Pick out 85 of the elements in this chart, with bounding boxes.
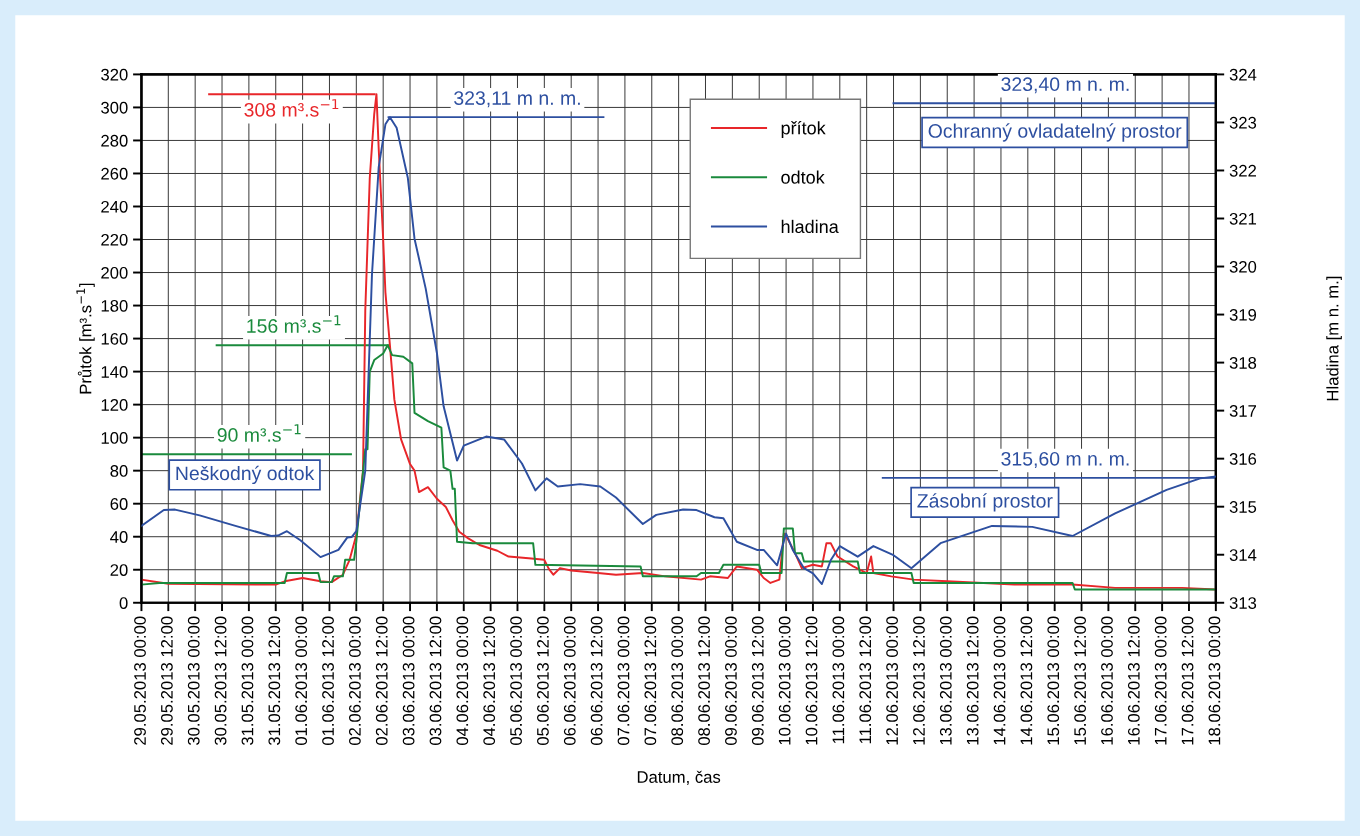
y2-tick-label: 318: [1229, 357, 1257, 369]
x-tick-label: 16.06.2013 12:00: [1127, 616, 1140, 745]
y2-tick-label: 323: [1229, 116, 1257, 129]
y2-tick-label: 313: [1229, 597, 1257, 609]
y-tick-label: 200: [101, 266, 128, 279]
x-tick-label: 13.06.2013 00:00: [939, 616, 952, 745]
annotation: Neškodný odtok: [176, 465, 315, 485]
legend-label: přítok: [781, 120, 826, 138]
y2-tick-label: 317: [1229, 405, 1257, 417]
x-tick-label: 18.06.2013 00:00: [1208, 616, 1221, 745]
ref-line-label: 90 m³.s$^{−1}$: [217, 424, 301, 442]
x-tick-label: 03.06.2013 12:00: [429, 616, 442, 746]
x-tick-label: 03.06.2013 00:00: [402, 616, 415, 746]
y-tick-label: 0: [119, 597, 128, 609]
y-tick-label: 180: [101, 299, 128, 312]
x-tick-label: 08.06.2013 00:00: [671, 616, 684, 746]
annotation: Zásobní prostor: [917, 493, 1053, 512]
ref-line-label: 315,60 m n. m.: [1001, 451, 1129, 468]
legend-label: hladina: [781, 219, 839, 234]
x-tick-label: 31.05.2013 12:00: [268, 616, 281, 746]
y-tick-label: 260: [101, 167, 128, 180]
x-tick-label: 15.06.2013 12:00: [1074, 616, 1087, 745]
x-tick-label: 02.06.2013 12:00: [375, 616, 388, 746]
x-tick-label: 06.06.2013 12:00: [590, 616, 603, 746]
y-tick-label: 240: [101, 200, 128, 213]
ref-line-label: 323,40 m n. m.: [1001, 77, 1129, 94]
x-tick-label: 04.06.2013 00:00: [456, 616, 469, 746]
y-tick-label: 300: [101, 101, 128, 114]
y2-axis-title: Hladina [m n. m.]: [1326, 276, 1342, 401]
y2-tick-label: 319: [1229, 308, 1257, 321]
x-tick-label: 12.06.2013 00:00: [886, 616, 898, 745]
legend-label: odtok: [781, 170, 825, 184]
y-tick-label: 160: [101, 332, 128, 345]
y2-tick-label: 322: [1229, 164, 1257, 177]
y-tick-label: 140: [101, 366, 128, 378]
x-tick-label: 29.05.2013 12:00: [160, 616, 173, 745]
x-tick-label: 17.06.2013 00:00: [1154, 616, 1167, 745]
x-tick-label: 07.06.2013 00:00: [617, 616, 630, 746]
x-tick-label: 02.06.2013 00:00: [348, 616, 361, 746]
x-tick-label: 06.06.2013 00:00: [563, 616, 576, 746]
x-tick-label: 14.06.2013 00:00: [993, 616, 1006, 745]
x-tick-label: 15.06.2013 00:00: [1047, 616, 1060, 745]
y2-tick-label: 324: [1229, 68, 1257, 81]
x-tick-label: 04.06.2013 12:00: [483, 616, 496, 746]
y-tick-label: 80: [110, 465, 128, 477]
x-tick-label: 08.06.2013 12:00: [698, 616, 710, 746]
y2-tick-label: 314: [1229, 549, 1257, 561]
x-tick-label: 11.06.2013 12:00: [859, 616, 872, 744]
x-axis-title: Datum, čas: [637, 770, 721, 785]
y2-tick-label: 320: [1229, 260, 1257, 273]
x-tick-label: 12.06.2013 12:00: [913, 616, 925, 745]
y2-tick-label: 315: [1229, 501, 1257, 513]
x-tick-label: 29.05.2013 00:00: [134, 616, 146, 745]
x-tick-label: 16.06.2013 00:00: [1101, 616, 1113, 745]
x-tick-label: 31.05.2013 00:00: [241, 616, 254, 746]
y-axis-title: Průtok [m³.s$^{−1}$]: [76, 283, 95, 394]
y2-tick-label: 316: [1229, 453, 1257, 465]
y-tick-label: 280: [101, 134, 128, 147]
x-tick-label: 11.06.2013 00:00: [832, 616, 845, 744]
x-tick-label: 14.06.2013 12:00: [1020, 616, 1033, 745]
y-tick-label: 320: [101, 68, 128, 81]
y-tick-label: 220: [101, 233, 128, 246]
x-tick-label: 01.06.2013 12:00: [322, 616, 334, 746]
x-tick-label: 05.06.2013 00:00: [510, 616, 522, 746]
x-tick-label: 09.06.2013 00:00: [725, 616, 737, 746]
ref-line-label: 156 m³.s$^{−1}$: [247, 315, 341, 333]
x-tick-label: 30.05.2013 00:00: [187, 616, 200, 746]
y-tick-label: 120: [101, 399, 128, 411]
annotation: Ochranný ovladatelný prostor: [928, 123, 1182, 142]
x-tick-label: 07.06.2013 12:00: [644, 616, 657, 746]
y2-tick-label: 321: [1229, 212, 1257, 225]
y-tick-label: 60: [110, 498, 128, 510]
x-tick-label: 30.05.2013 12:00: [214, 616, 227, 746]
x-tick-label: 13.06.2013 12:00: [966, 616, 979, 745]
y-tick-label: 100: [101, 432, 128, 444]
x-tick-label: 10.06.2013 00:00: [778, 616, 791, 745]
y-tick-label: 20: [110, 564, 128, 576]
x-tick-label: 05.06.2013 12:00: [537, 616, 549, 746]
y-tick-label: 40: [110, 531, 128, 543]
x-tick-label: 09.06.2013 12:00: [751, 616, 764, 746]
x-tick-label: 01.06.2013 00:00: [295, 616, 308, 746]
x-tick-label: 10.06.2013 12:00: [805, 616, 818, 745]
ref-line-label: 308 m³.s$^{−1}$: [244, 99, 339, 117]
ref-line-label: 323,11 m n. m.: [454, 91, 580, 108]
x-tick-label: 17.06.2013 12:00: [1181, 616, 1194, 745]
